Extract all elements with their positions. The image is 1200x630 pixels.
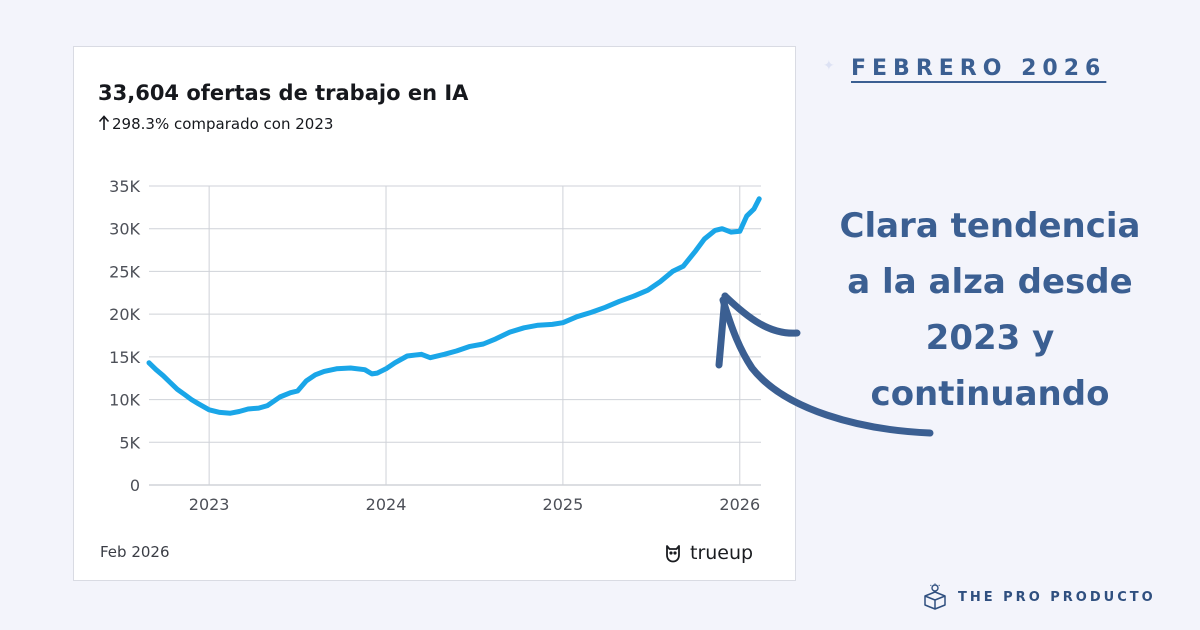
annotation-text: Clara tendencia a la alza desde 2023 y c… (839, 206, 1141, 414)
series-line (146, 196, 762, 416)
lightbulb-box-icon (924, 583, 946, 610)
trueup-brand-text: trueup (690, 542, 754, 564)
x-tick-label: 2025 (543, 495, 584, 514)
line-chart: 0 5K 10K 15K 20K 25K 30K 35K 2023 2024 2025 2026 (109, 177, 762, 514)
y-tick-label: 25K (109, 262, 140, 281)
y-tick-label: 5K (119, 433, 140, 452)
y-gridlines (149, 185, 761, 486)
x-tick-labels: 2023 2024 2025 2026 (189, 495, 760, 514)
x-tick-label: 2024 (366, 495, 407, 514)
card-date: Feb 2026 (100, 543, 170, 561)
y-tick-label: 15K (109, 348, 140, 367)
y-tick-label: 10K (109, 391, 140, 410)
sparkle-icon: ✦ (823, 57, 835, 73)
chart-subtitle: 298.3% comparado con 2023 (98, 115, 333, 133)
footer-brand: THE PRO PRODUCTO (958, 589, 1156, 605)
x-tick-label: 2026 (719, 495, 760, 514)
chart-title: 33,604 ofertas de trabajo en IA (98, 81, 469, 105)
y-tick-label: 30K (109, 220, 140, 239)
y-tick-label: 20K (109, 305, 140, 324)
y-tick-labels: 0 5K 10K 15K 20K 25K 30K 35K (109, 177, 140, 495)
date-heading: FEBRERO 2026 (851, 56, 1107, 81)
x-gridlines (208, 186, 741, 485)
footer-logo: THE PRO PRODUCTO (922, 583, 1156, 611)
owl-icon (666, 545, 680, 563)
chart-card: 33,604 ofertas de trabajo en IA 298.3% c… (73, 46, 796, 581)
x-tick-label: 2023 (189, 495, 230, 514)
y-tick-label: 35K (109, 177, 140, 196)
arrow-up-icon (98, 115, 110, 130)
y-tick-label: 0 (130, 476, 140, 495)
trueup-brand: trueup (664, 542, 753, 564)
chart-subtitle-text: 298.3% comparado con 2023 (112, 115, 334, 133)
